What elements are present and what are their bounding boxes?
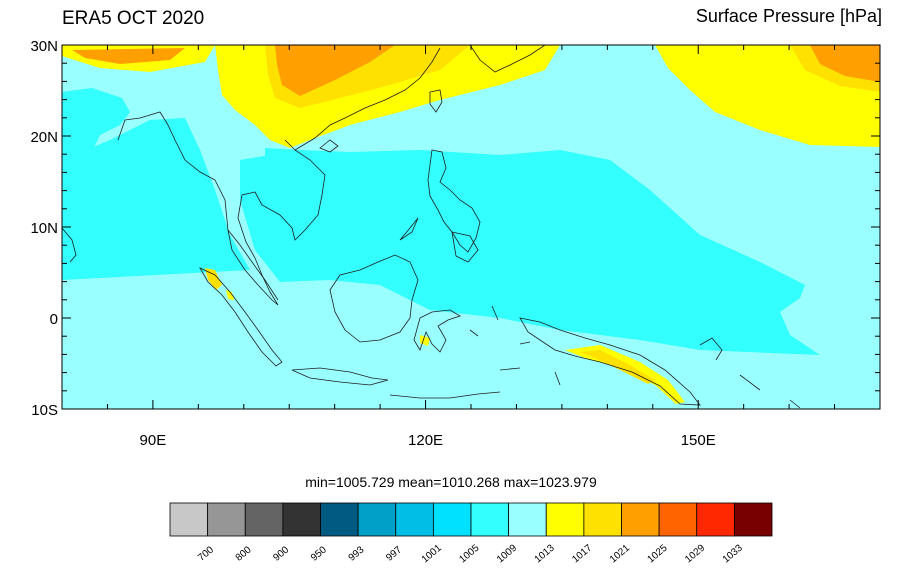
field-yellow-sumatra xyxy=(205,268,222,290)
lat-label: 30N xyxy=(30,38,58,55)
colorbar-label: 1001 xyxy=(420,542,444,565)
coast-newguinea xyxy=(519,317,701,406)
colorbar-label: 1025 xyxy=(645,542,669,565)
lon-label: 90E xyxy=(140,432,167,449)
colorbar-swatch xyxy=(357,502,397,537)
lat-label: 10N xyxy=(30,220,58,237)
colorbar-swatch xyxy=(470,502,510,537)
colorbar-swatch xyxy=(432,502,472,537)
colorbar-label: 1033 xyxy=(721,542,745,565)
coast-palawan xyxy=(399,217,419,241)
colorbar-label: 1021 xyxy=(608,542,632,565)
field-statistics: min=1005.729 mean=1010.268 max=1023.979 xyxy=(305,474,597,490)
coast-sumatra xyxy=(199,267,283,367)
coast-java xyxy=(291,367,389,386)
colorbar-swatch xyxy=(244,502,284,537)
colorbar-swatch xyxy=(207,502,246,537)
colorbar-label: 1029 xyxy=(683,542,707,565)
colorbar-swatch xyxy=(320,502,359,537)
field-orange-china xyxy=(275,45,395,96)
colorbar-swatch xyxy=(621,502,660,537)
colorbar-label: 993 xyxy=(347,544,367,563)
coast-thailand-malaya xyxy=(227,139,326,306)
lon-label: 120E xyxy=(408,432,443,449)
colorbar-label: 1013 xyxy=(533,542,557,565)
coast-mindanao xyxy=(451,231,479,263)
map-axes: 30N 20N 10N 0 10S 90E 120E 150E xyxy=(30,38,881,449)
lon-label: 150E xyxy=(681,432,716,449)
coastlines xyxy=(62,45,801,409)
colorbar-swatch xyxy=(545,502,585,537)
colorbar-swatch xyxy=(658,502,698,537)
coast-taiwan xyxy=(429,89,443,113)
coast-lesser-sunda xyxy=(389,367,561,399)
colorbar-swatch xyxy=(282,502,321,537)
colorbar-label: 1009 xyxy=(495,542,519,565)
pressure-field xyxy=(62,45,880,409)
field-yellow-newguinea xyxy=(565,345,685,404)
colorbar-label: 1005 xyxy=(457,542,481,565)
lat-label: 10S xyxy=(31,402,58,419)
colorbar-swatch xyxy=(583,502,622,537)
lat-label: 0 xyxy=(50,311,58,328)
colorbar-swatch xyxy=(169,502,209,537)
colorbar-label: 700 xyxy=(196,544,216,563)
colorbar-label: 1017 xyxy=(570,542,594,565)
field-orange-pacific xyxy=(810,45,880,82)
colorbar-label: 900 xyxy=(271,544,291,563)
coast-china-east xyxy=(469,45,546,73)
colorbar-label: 800 xyxy=(234,544,254,563)
coast-bismarck xyxy=(699,337,801,409)
coast-hainan xyxy=(319,139,339,153)
coast-india-bangladesh xyxy=(62,45,77,263)
lat-label: 20N xyxy=(30,129,58,146)
coast-vietnam-china xyxy=(294,47,441,151)
colorbar-label: 997 xyxy=(384,544,404,563)
colorbar-swatch xyxy=(733,502,773,537)
colorbar-swatch xyxy=(696,502,735,537)
coast-philippines xyxy=(427,149,481,253)
field-mid-west xyxy=(62,118,250,280)
variable-title: Surface Pressure [hPa] xyxy=(695,6,882,26)
colorbar-label: 950 xyxy=(309,544,329,563)
map-title: ERA5 OCT 2020 xyxy=(62,8,205,29)
field-orange-tibet xyxy=(72,48,185,64)
colorbar-swatch xyxy=(508,502,547,537)
field-mid-indochina xyxy=(265,148,330,240)
coast-sulawesi xyxy=(413,309,461,353)
colorbar-swatch xyxy=(395,502,434,537)
coast-borneo xyxy=(329,254,419,343)
field-gold-newguinea xyxy=(580,350,655,384)
coast-moluccas xyxy=(469,305,531,345)
field-mid-central xyxy=(240,150,820,355)
coast-myanmar xyxy=(117,111,279,301)
colorbar: 700 800 900 950 993 997 1001 1005 1009 1013 1017 10… xyxy=(169,502,773,565)
field-yellow-sumatra-2 xyxy=(226,290,234,300)
